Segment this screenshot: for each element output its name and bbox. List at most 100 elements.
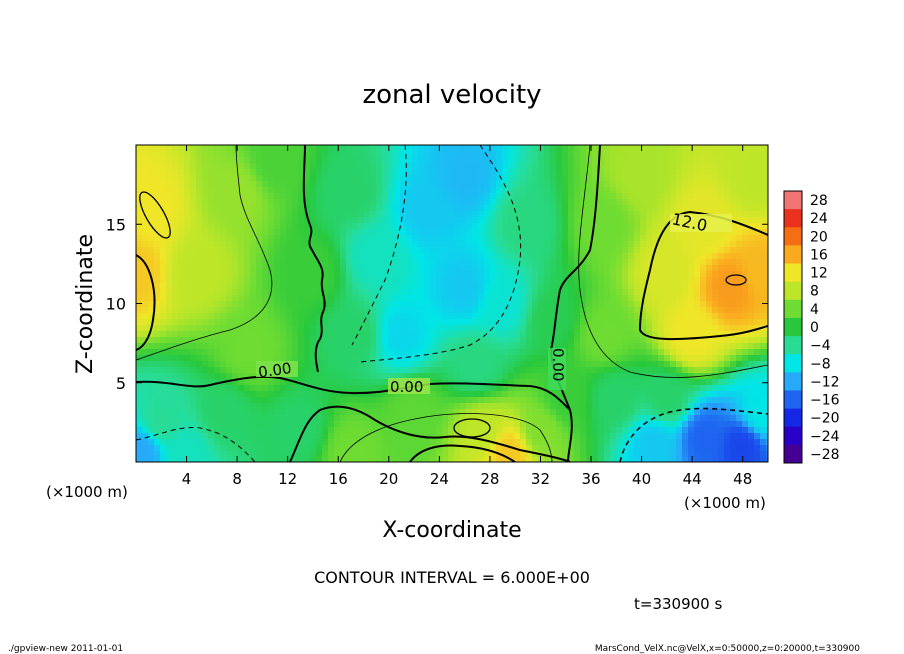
heatmap-cell — [376, 265, 383, 272]
heatmap-cell — [262, 289, 269, 296]
heatmap-cell — [676, 385, 683, 392]
heatmap-cell — [394, 277, 401, 284]
heatmap-cell — [280, 175, 287, 182]
heatmap-cell — [382, 331, 389, 338]
heatmap-cell — [154, 151, 161, 158]
heatmap-cell — [448, 379, 455, 386]
heatmap-cell — [304, 157, 311, 164]
heatmap-cell — [556, 163, 563, 170]
heatmap-cell — [568, 295, 575, 302]
heatmap-cell — [376, 283, 383, 290]
heatmap-cell — [280, 193, 287, 200]
heatmap-cell — [436, 313, 443, 320]
heatmap-cell — [460, 403, 467, 410]
heatmap-cell — [292, 343, 299, 350]
heatmap-cell — [376, 169, 383, 176]
heatmap-cell — [142, 373, 149, 380]
heatmap-cell — [760, 385, 767, 392]
heatmap-cell — [274, 307, 281, 314]
heatmap-cell — [142, 277, 149, 284]
heatmap-cell — [766, 367, 768, 374]
heatmap-cell — [286, 241, 293, 248]
heatmap-cell — [586, 403, 593, 410]
heatmap-cell — [730, 409, 737, 416]
heatmap-cell — [556, 421, 563, 428]
heatmap-cell — [712, 235, 719, 242]
heatmap-cell — [676, 163, 683, 170]
heatmap-cell — [454, 295, 461, 302]
heatmap-cell — [256, 313, 263, 320]
heatmap-cell — [238, 193, 245, 200]
heatmap-cell — [370, 325, 377, 332]
heatmap-cell — [760, 289, 767, 296]
heatmap-cell — [346, 379, 353, 386]
heatmap-cell — [394, 265, 401, 272]
heatmap-cell — [184, 427, 191, 434]
heatmap-cell — [442, 373, 449, 380]
heatmap-cell — [538, 241, 545, 248]
heatmap-cell — [724, 289, 731, 296]
heatmap-cell — [544, 313, 551, 320]
heatmap-cell — [166, 307, 173, 314]
heatmap-cell — [742, 265, 749, 272]
heatmap-cell — [712, 199, 719, 206]
heatmap-cell — [436, 373, 443, 380]
heatmap-cell — [646, 175, 653, 182]
heatmap-cell — [670, 361, 677, 368]
heatmap-cell — [466, 313, 473, 320]
heatmap-cell — [316, 163, 323, 170]
heatmap-cell — [676, 379, 683, 386]
heatmap-cell — [394, 175, 401, 182]
heatmap-cell — [508, 223, 515, 230]
heatmap-cell — [334, 355, 341, 362]
heatmap-cell — [610, 241, 617, 248]
heatmap-cell — [526, 337, 533, 344]
heatmap-cell — [244, 181, 251, 188]
heatmap-cell — [616, 307, 623, 314]
heatmap-cell — [196, 151, 203, 158]
heatmap-cell — [256, 415, 263, 422]
heatmap-cell — [520, 415, 527, 422]
heatmap-cell — [274, 235, 281, 242]
heatmap-cell — [298, 337, 305, 344]
heatmap-cell — [142, 337, 149, 344]
heatmap-cell — [514, 253, 521, 260]
heatmap-cell — [136, 349, 143, 356]
heatmap-cell — [148, 235, 155, 242]
heatmap-cell — [754, 199, 761, 206]
heatmap-cell — [460, 199, 467, 206]
heatmap-cell — [472, 205, 479, 212]
heatmap-cell — [346, 343, 353, 350]
heatmap-cell — [514, 157, 521, 164]
heatmap-cell — [664, 283, 671, 290]
heatmap-cell — [364, 163, 371, 170]
heatmap-cell — [670, 391, 677, 398]
heatmap-cell — [436, 169, 443, 176]
heatmap-cell — [598, 229, 605, 236]
heatmap-cell — [484, 151, 491, 158]
heatmap-cell — [574, 205, 581, 212]
heatmap-cell — [478, 277, 485, 284]
heatmap-cell — [454, 181, 461, 188]
heatmap-cell — [442, 379, 449, 386]
heatmap-cell — [220, 331, 227, 338]
heatmap-cell — [148, 403, 155, 410]
heatmap-cell — [418, 391, 425, 398]
heatmap-cell — [730, 265, 737, 272]
heatmap-cell — [256, 205, 263, 212]
heatmap-cell — [280, 355, 287, 362]
heatmap-cell — [166, 301, 173, 308]
heatmap-cell — [436, 247, 443, 254]
heatmap-cell — [184, 145, 191, 152]
heatmap-cell — [658, 295, 665, 302]
heatmap-cell — [634, 145, 641, 152]
heatmap-cell — [352, 421, 359, 428]
heatmap-cell — [244, 301, 251, 308]
heatmap-cell — [274, 175, 281, 182]
heatmap-cell — [490, 187, 497, 194]
heatmap-cell — [292, 301, 299, 308]
heatmap-cell — [478, 343, 485, 350]
heatmap-cell — [328, 259, 335, 266]
heatmap-cell — [568, 343, 575, 350]
heatmap-cell — [736, 391, 743, 398]
